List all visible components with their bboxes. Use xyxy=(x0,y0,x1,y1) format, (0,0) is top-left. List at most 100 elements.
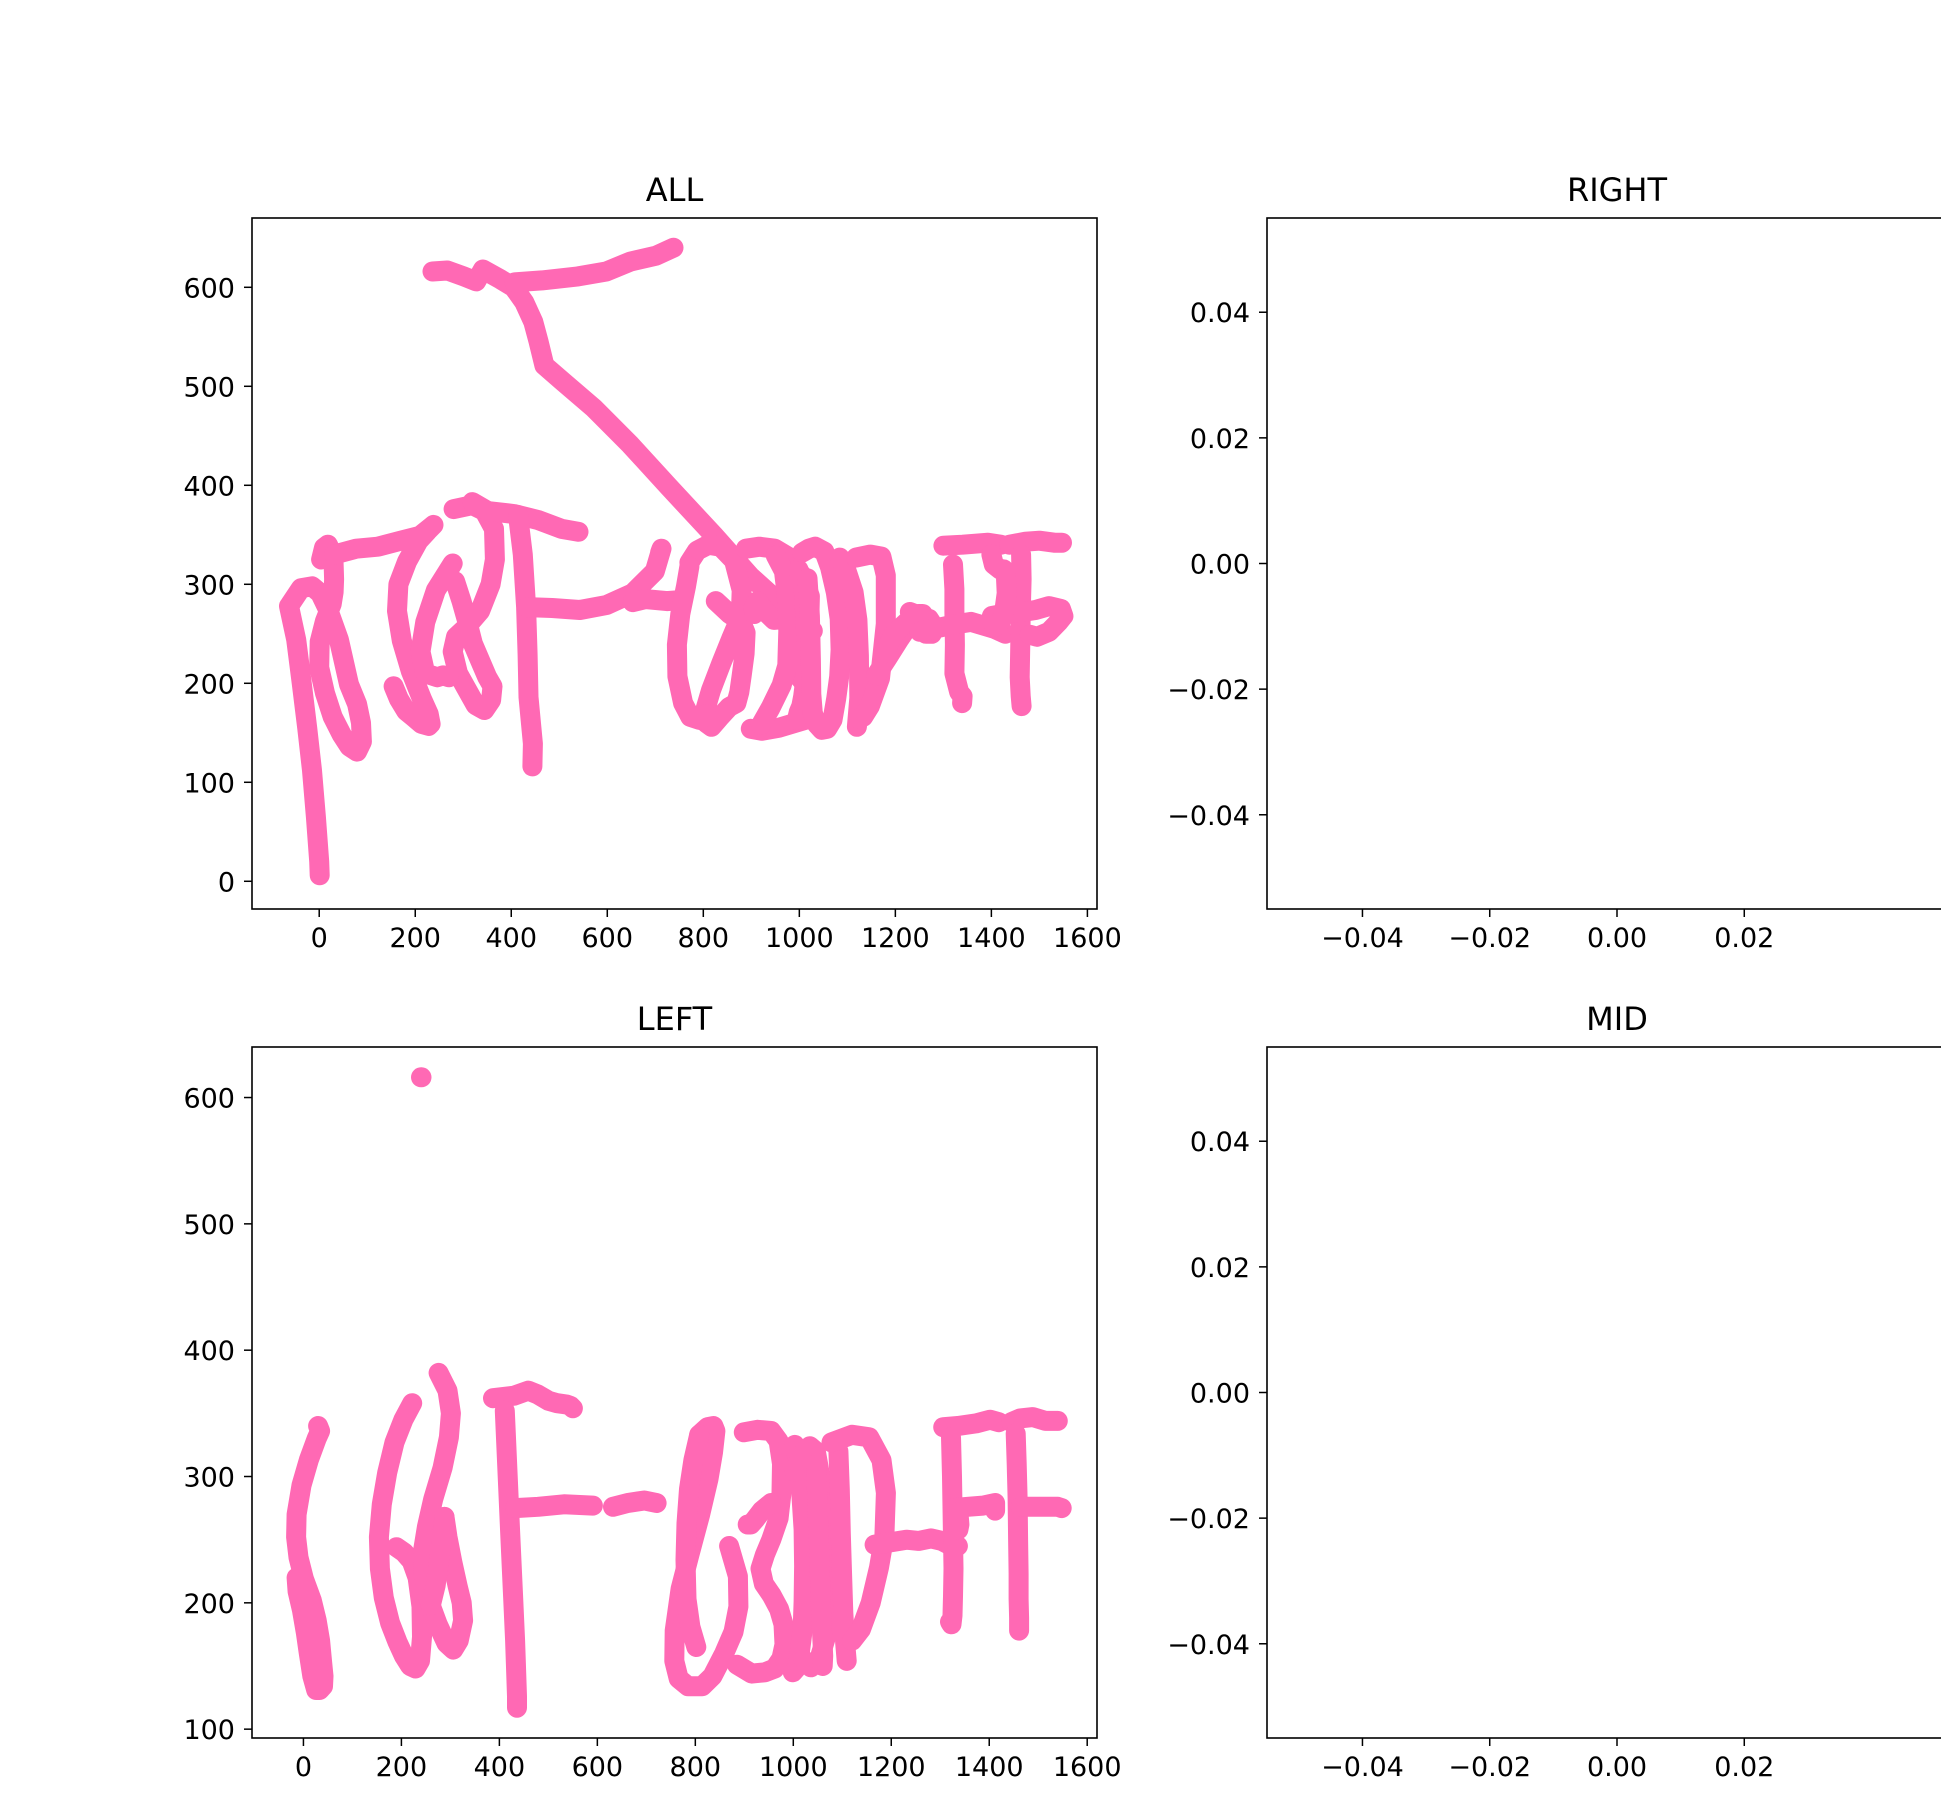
stroke-series xyxy=(999,530,1072,555)
x-tick-label: 1600 xyxy=(1053,923,1122,954)
x-tick-label: 400 xyxy=(474,1752,526,1783)
x-tick-label: 600 xyxy=(582,923,634,954)
stroke-series xyxy=(410,553,463,688)
stroke-series xyxy=(280,534,372,762)
stroke-series xyxy=(494,1400,527,1718)
stroke-series xyxy=(508,505,543,777)
x-tick-label: 0.02 xyxy=(1714,1752,1774,1783)
stroke-series xyxy=(933,532,1011,556)
panel-mid: MID −0.04 −0.02 0.00 0.02 −0.04 −0.02 0.00 0.02 0… xyxy=(1167,1000,1941,1783)
y-tick-label: 0.00 xyxy=(1190,1379,1250,1410)
stroke-series xyxy=(737,1493,782,1535)
x-tick-label: 1000 xyxy=(759,1752,828,1783)
stroke-series xyxy=(505,1494,603,1519)
stroke-series xyxy=(603,1490,667,1517)
x-tick-label: 600 xyxy=(572,1752,624,1783)
x-tick-label: −0.02 xyxy=(1448,923,1531,954)
x-tick-label: 1200 xyxy=(857,1752,926,1783)
plot-area xyxy=(286,1067,1072,1718)
y-tick-label: 200 xyxy=(183,1589,235,1620)
y-tick-label: 0.02 xyxy=(1190,424,1250,455)
y-tick-label: 200 xyxy=(183,669,235,700)
panel-title: ALL xyxy=(646,171,704,209)
stroke-series xyxy=(420,1506,455,1616)
x-tick-label: 0 xyxy=(311,923,328,954)
stroke-series xyxy=(1009,544,1032,717)
stroke-series xyxy=(664,1416,749,1697)
stroke-series xyxy=(483,1380,583,1419)
stroke-series xyxy=(675,1424,710,1657)
x-tick-label: 800 xyxy=(670,1752,722,1783)
stroke-series xyxy=(846,544,896,729)
panel-title: RIGHT xyxy=(1567,171,1668,209)
axes-frame xyxy=(251,1046,1098,1739)
x-tick-label: 0.00 xyxy=(1587,1752,1647,1783)
stroke-series xyxy=(279,596,330,886)
y-tick-label: −0.02 xyxy=(1167,675,1250,706)
x-tick-label: 800 xyxy=(678,923,730,954)
stroke-series xyxy=(940,1427,964,1635)
plot-area xyxy=(279,237,1074,886)
y-tick-label: 100 xyxy=(183,1715,235,1746)
x-tick-label: 1600 xyxy=(1053,1752,1122,1783)
x-tick-label: 1200 xyxy=(861,923,930,954)
y-tick-label: 300 xyxy=(183,570,235,601)
y-tick-label: 600 xyxy=(183,1084,235,1115)
panel-title: LEFT xyxy=(637,1000,713,1038)
stroke-series xyxy=(324,514,444,736)
stroke-series xyxy=(286,1416,334,1700)
x-tick-label: −0.04 xyxy=(1321,1752,1404,1783)
stroke-series xyxy=(943,554,973,714)
y-tick-label: −0.04 xyxy=(1167,801,1250,832)
stroke-series xyxy=(829,547,870,737)
stroke-series xyxy=(792,536,851,740)
y-tick-label: 0 xyxy=(218,867,235,898)
y-tick-label: 300 xyxy=(183,1463,235,1494)
stroke-series xyxy=(821,1424,896,1651)
x-tick-label: −0.02 xyxy=(1448,1752,1531,1783)
x-tick-label: 1400 xyxy=(957,923,1026,954)
stroke-series xyxy=(1001,1407,1068,1433)
stroke-series xyxy=(504,237,684,293)
stroke-series xyxy=(517,538,672,620)
y-tick-label: −0.04 xyxy=(1167,1630,1250,1661)
axes-frame xyxy=(1266,217,1941,910)
y-tick-label: −0.02 xyxy=(1167,1504,1250,1535)
stroke-series xyxy=(666,556,717,730)
stroke-series xyxy=(1005,1423,1030,1641)
panel-left: LEFT 0 200 400 600 800 1000 1200 1400 1600 100 200 3… xyxy=(183,1000,1121,1783)
panel-right: RIGHT −0.04 −0.02 0.00 0.02 −0.04 −0.02 0.00 0.0… xyxy=(1167,171,1941,954)
x-tick-label: 0.00 xyxy=(1587,923,1647,954)
stroke-series xyxy=(750,545,799,735)
stroke-series xyxy=(442,495,505,720)
panel-all: ALL 0 200 400 600 800 1000 1200 1400 1600 0 100 200 3… xyxy=(183,171,1121,954)
y-tick-label: 600 xyxy=(183,273,235,304)
stroke-series xyxy=(727,1419,795,1684)
stroke-series xyxy=(933,1409,1009,1438)
x-tick-label: 200 xyxy=(389,923,441,954)
y-tick-label: 400 xyxy=(183,471,235,502)
y-tick-label: 0.04 xyxy=(1190,298,1250,329)
x-tick-label: −0.04 xyxy=(1321,923,1404,954)
x-tick-label: 1000 xyxy=(765,923,834,954)
panel-title: MID xyxy=(1586,1000,1648,1038)
y-tick-label: 0.04 xyxy=(1190,1127,1250,1158)
stroke-series xyxy=(743,591,796,630)
x-tick-label: 200 xyxy=(376,1752,428,1783)
stroke-series xyxy=(981,544,1017,637)
stroke-series xyxy=(947,1501,970,1540)
x-tick-label: 400 xyxy=(485,923,537,954)
y-tick-label: 100 xyxy=(183,768,235,799)
axes-frame xyxy=(251,217,1098,910)
x-tick-label: 1400 xyxy=(955,1752,1024,1783)
y-tick-label: 500 xyxy=(183,372,235,403)
y-tick-label: 400 xyxy=(183,1336,235,1367)
x-tick-label: 0 xyxy=(295,1752,312,1783)
stroke-series xyxy=(981,596,1074,647)
y-tick-label: 0.02 xyxy=(1190,1253,1250,1284)
stroke-series xyxy=(1010,1496,1072,1519)
x-tick-label: 0.02 xyxy=(1714,923,1774,954)
axes-frame xyxy=(1266,1046,1941,1739)
stroke-series xyxy=(828,1441,857,1671)
